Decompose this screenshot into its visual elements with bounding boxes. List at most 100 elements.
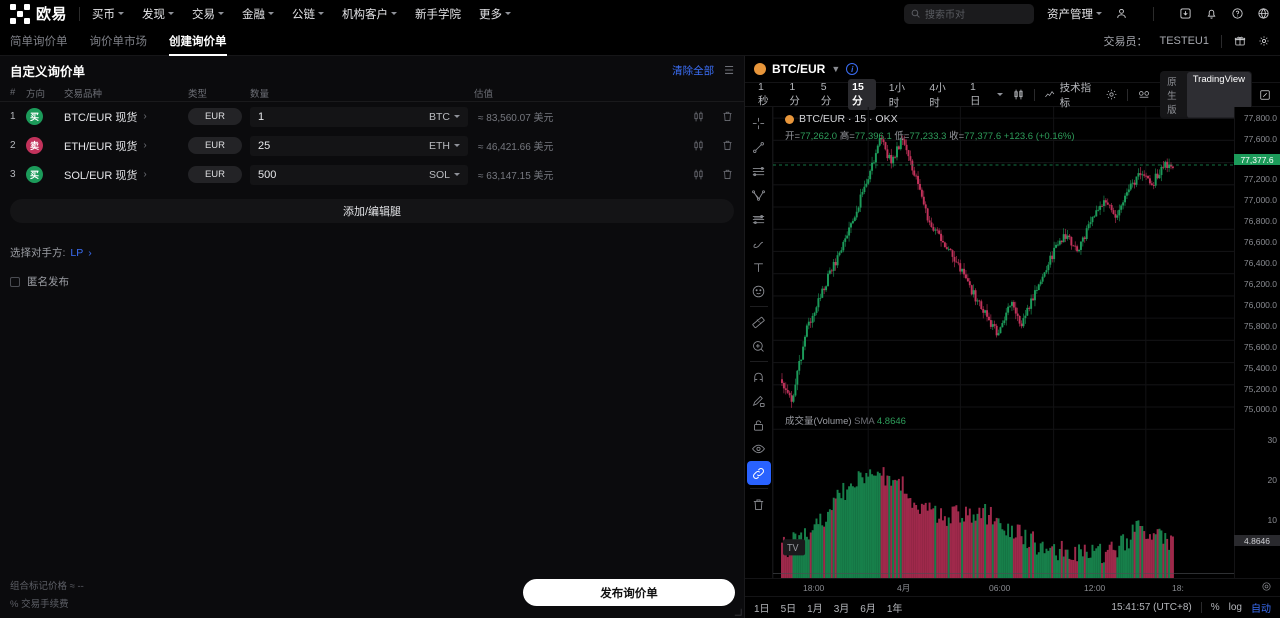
nav-item-buy-crypto[interactable]: 买币 [92,6,125,22]
settings-gear-icon[interactable] [1258,35,1270,47]
quantity-field[interactable] [258,110,429,123]
nav-item-chain[interactable]: 公链 [292,6,325,22]
quantity-field[interactable] [258,168,429,181]
candlestick-chart-icon[interactable] [692,139,705,152]
chart-settings-gear-icon[interactable] [1105,88,1118,101]
candlestick-chart-icon[interactable] [692,168,705,181]
unit-selector[interactable]: SOL [429,169,460,181]
delete-trash-icon[interactable] [721,168,734,181]
info-icon[interactable]: i [846,63,859,75]
percent-scale-toggle[interactable]: % [1210,602,1220,613]
nav-item-discover[interactable]: 发现 [142,6,175,22]
timeframe-5m[interactable]: 5分 [820,81,832,107]
publish-rfq-button[interactable]: 发布询价单 [523,579,735,606]
quantity-input[interactable]: BTC [250,106,468,127]
side-badge-buy[interactable]: 买 [26,166,43,183]
quantity-input[interactable]: ETH [250,135,468,156]
counterparty-selector[interactable]: 选择对手方: LP › [10,245,734,260]
unit-selector[interactable]: ETH [429,140,460,152]
user-account-icon[interactable] [1115,7,1128,20]
mode-native-button[interactable]: 原生版 [1167,76,1177,116]
range-5d[interactable]: 5日 [780,604,797,615]
side-badge-buy[interactable]: 买 [26,108,43,125]
lock-icon[interactable] [747,413,771,437]
link-objects-icon[interactable] [746,461,771,485]
chevron-down-icon[interactable]: ▼ [831,64,841,74]
range-1y[interactable]: 1年 [886,604,903,615]
timeframe-15m[interactable]: 15分 [848,79,876,110]
type-chip[interactable]: EUR [188,166,242,183]
row-side[interactable]: 卖 [26,137,64,154]
row-side[interactable]: 买 [26,108,64,125]
text-tool-icon[interactable] [747,255,771,279]
tab-rfq-market[interactable]: 询价单市场 [90,27,148,56]
auto-scale-toggle[interactable]: 自动 [1251,604,1271,615]
chart-canvas[interactable]: BTC/EUR · 15 · OKX 开=77,262.0 高=77,396.1… [773,107,1234,578]
nav-item-finance[interactable]: 金融 [242,6,275,22]
nav-item-trade[interactable]: 交易 [192,6,225,22]
log-scale-toggle[interactable]: log [1228,602,1242,613]
okx-logo-icon[interactable] [10,3,30,24]
notifications-bell-icon[interactable] [1205,7,1218,20]
instrument-selector[interactable]: ETH/EUR 现货 › [64,138,188,154]
assets-management-menu[interactable]: 资产管理 [1047,6,1102,22]
nav-item-more[interactable]: 更多 [479,6,512,22]
nav-item-academy[interactable]: 新手学院 [415,6,461,22]
technical-indicators-button[interactable]: 技术指标 [1044,80,1096,110]
anonymous-publish-checkbox[interactable]: 匿名发布 [10,274,734,289]
quantity-input[interactable]: SOL [250,164,468,185]
delete-trash-icon[interactable] [721,139,734,152]
fullscreen-icon[interactable] [1259,89,1271,101]
pitchfork-icon[interactable] [747,183,771,207]
tab-create-rfq[interactable]: 创建询价单 [169,27,227,56]
time-axis-settings-icon[interactable] [1261,581,1272,594]
resize-grip-icon[interactable] [734,608,742,616]
brush-draw-icon[interactable] [747,231,771,255]
timeframe-1s[interactable]: 1秒 [758,81,769,107]
emoji-sticker-icon[interactable] [747,279,771,303]
add-edit-leg-button[interactable]: 添加/编辑腿 [10,199,734,223]
download-icon[interactable] [1179,7,1192,20]
side-badge-sell[interactable]: 卖 [26,137,43,154]
remove-drawings-trash-icon[interactable] [747,492,771,516]
range-1mo[interactable]: 1月 [807,604,823,615]
candlestick-chart-icon[interactable] [692,110,705,123]
range-3mo[interactable]: 3月 [833,604,850,615]
time-axis[interactable]: 18:00 4月 06:00 12:00 18: [745,578,1280,596]
price-axis[interactable]: 77,800.0 77,600.0 77,377.6 77,200.0 77,0… [1234,107,1280,578]
clear-all-button[interactable]: 清除全部 [672,64,715,77]
nav-item-institutional[interactable]: 机构客户 [342,6,398,22]
magnet-icon[interactable] [747,365,771,389]
chart-layout-icon[interactable] [1137,88,1151,101]
crosshair-cursor-icon[interactable] [747,111,771,135]
timeframe-4h[interactable]: 4小时 [929,81,946,109]
chevron-down-icon[interactable] [997,93,1004,96]
counterparty-value[interactable]: LP [70,246,84,259]
visibility-eye-icon[interactable] [747,437,771,461]
range-6mo[interactable]: 6月 [860,604,876,615]
instrument-selector[interactable]: BTC/EUR 现货 › [64,109,188,125]
delete-trash-icon[interactable] [721,110,734,123]
type-chip[interactable]: EUR [188,137,242,154]
horizontal-lines-icon[interactable] [747,159,771,183]
trend-line-icon[interactable] [747,135,771,159]
timeframe-1d[interactable]: 1日 [970,81,981,107]
gift-icon[interactable] [1234,35,1246,47]
draw-lock-icon[interactable] [747,389,771,413]
chart-pair-name[interactable]: BTC/EUR [772,62,826,76]
row-side[interactable]: 买 [26,166,64,183]
quantity-field[interactable] [258,139,429,152]
tab-simple-rfq[interactable]: 简单询价单 [10,27,68,56]
zoom-in-icon[interactable] [747,334,771,358]
type-chip[interactable]: EUR [188,108,242,125]
instrument-selector[interactable]: SOL/EUR 现货 › [64,167,188,183]
timeframe-1h[interactable]: 1小时 [888,81,906,109]
drag-handle-icon[interactable]: ☰ [724,64,734,77]
range-1d[interactable]: 1日 [754,604,770,615]
fib-retracement-icon[interactable] [747,207,771,231]
chart-type-candles-icon[interactable] [1012,88,1025,101]
language-globe-icon[interactable] [1257,7,1270,20]
timeframe-1m[interactable]: 1分 [789,81,800,107]
measure-ruler-icon[interactable] [747,310,771,334]
unit-selector[interactable]: BTC [429,111,460,123]
